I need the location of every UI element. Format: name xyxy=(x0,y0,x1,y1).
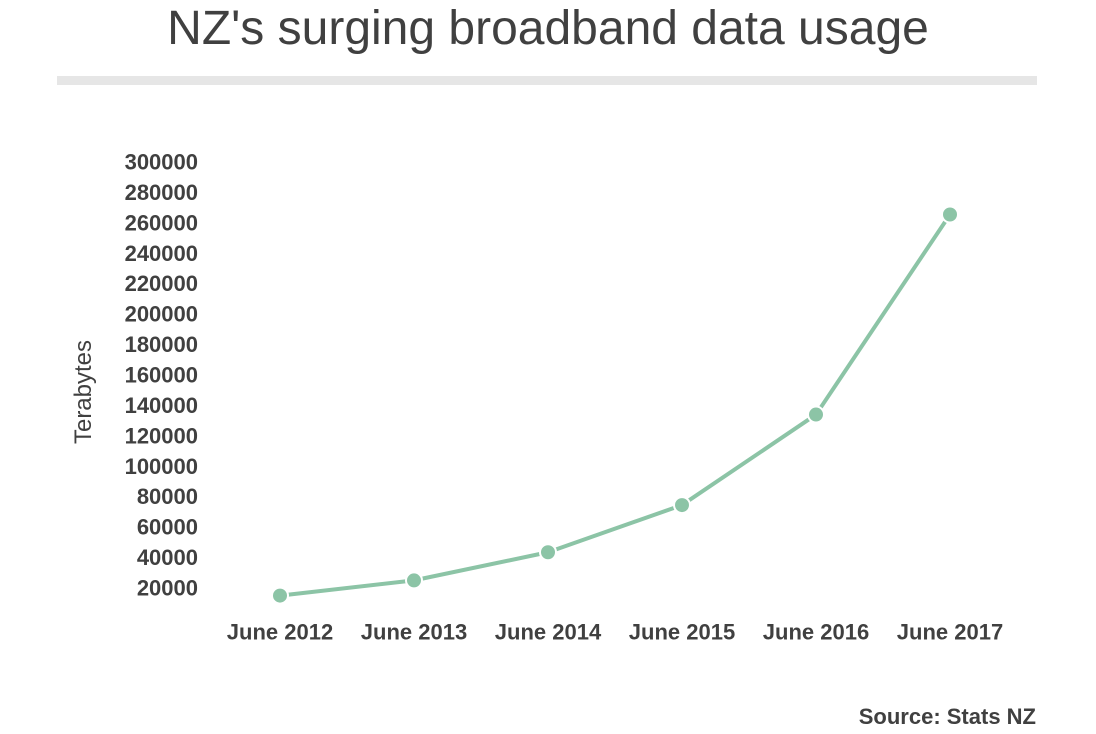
series-group xyxy=(271,205,959,605)
data-point[interactable] xyxy=(807,405,825,424)
series-line xyxy=(279,213,952,598)
y-tick-label: 160000 xyxy=(125,363,198,388)
y-tick-label: 120000 xyxy=(125,423,198,448)
title-divider xyxy=(57,76,1037,85)
y-tick-label: 300000 xyxy=(125,150,198,175)
data-point[interactable] xyxy=(539,543,557,562)
y-tick-label: 20000 xyxy=(137,576,198,601)
x-tick-label: June 2017 xyxy=(897,620,1003,645)
y-tick-label: 40000 xyxy=(137,545,198,570)
x-tick-label: June 2015 xyxy=(629,620,735,645)
x-tick-label: June 2016 xyxy=(763,620,869,645)
y-tick-label: 200000 xyxy=(125,302,198,327)
y-axis-title: Terabytes xyxy=(70,340,97,444)
y-tick-label: 240000 xyxy=(125,241,198,266)
y-tick-label: 60000 xyxy=(137,515,198,540)
y-tick-label: 180000 xyxy=(125,332,198,357)
data-point[interactable] xyxy=(405,571,423,590)
y-tick-label: 260000 xyxy=(125,210,198,235)
x-tick-label: June 2013 xyxy=(361,620,467,645)
data-point[interactable] xyxy=(271,586,289,605)
source-credit: Source: Stats NZ xyxy=(858,704,1036,729)
x-tick-labels: June 2012 June 2013 June 2014 June 2015 June… xyxy=(227,620,1003,645)
x-tick-label: June 2012 xyxy=(227,620,333,645)
y-tick-label: 80000 xyxy=(137,484,198,509)
y-tick-label: 280000 xyxy=(125,180,198,205)
y-tick-label: 100000 xyxy=(125,454,198,479)
y-tick-label: 220000 xyxy=(125,271,198,296)
y-tick-labels: 20000 40000 60000 80000 100000 120000 140000 16… xyxy=(125,150,198,601)
data-point[interactable] xyxy=(941,205,959,224)
chart-title: NZ's surging broadband data usage xyxy=(167,2,929,55)
data-point[interactable] xyxy=(673,496,691,515)
x-tick-label: June 2014 xyxy=(495,620,602,645)
y-tick-label: 140000 xyxy=(125,393,198,418)
